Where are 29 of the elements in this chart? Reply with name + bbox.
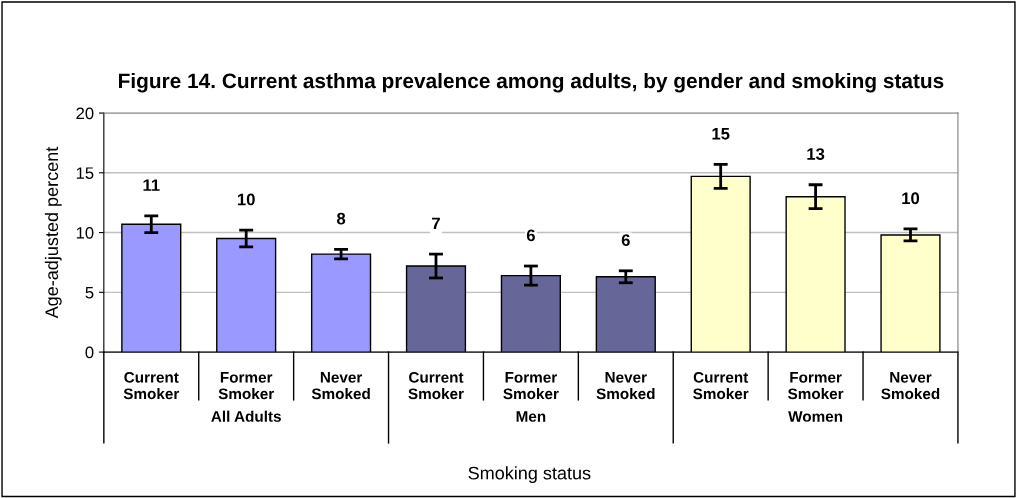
x-tick-label: Former Smoker bbox=[218, 372, 274, 400]
x-axis-title: Smoking status bbox=[468, 466, 591, 484]
data-label: 7 bbox=[432, 217, 440, 230]
data-label: 13 bbox=[807, 148, 825, 160]
x-tick-label: Never Smoked bbox=[311, 372, 370, 400]
x-tick-label: Current Smoker bbox=[693, 371, 749, 400]
x-tick-label: Former Smoker bbox=[788, 372, 844, 400]
data-label: 6 bbox=[621, 234, 630, 246]
data-label: 10 bbox=[237, 193, 255, 206]
text: Women bbox=[788, 411, 843, 422]
x-tick-label: Former Smoker bbox=[503, 372, 559, 400]
text: Men bbox=[516, 411, 546, 422]
x-tick-label: Current Smoker bbox=[123, 371, 180, 400]
y-tick-label: 0 bbox=[85, 346, 94, 359]
y-tick-label: 5 bbox=[85, 286, 94, 299]
data-label: 8 bbox=[336, 212, 346, 225]
data-label: 10 bbox=[902, 192, 920, 205]
y-axis-title: Age-adjusted percent bbox=[44, 146, 62, 319]
data-label: 6 bbox=[526, 229, 535, 242]
x-tick-label: Never Smoked bbox=[596, 372, 655, 400]
y-tick-label: 15 bbox=[76, 167, 94, 180]
y-tick-label: 10 bbox=[76, 226, 94, 239]
y-tick-label: 20 bbox=[76, 107, 94, 120]
x-tick-label: Never Smoked bbox=[881, 372, 940, 400]
text: All Adults bbox=[211, 410, 281, 422]
x-tick-label: Current Smoker bbox=[408, 371, 464, 400]
data-label: 15 bbox=[712, 128, 730, 140]
chart-title: Figure 14. Current asthma prevalence among adults, by gender and smoking status bbox=[119, 72, 944, 93]
data-label: 11 bbox=[143, 179, 160, 191]
